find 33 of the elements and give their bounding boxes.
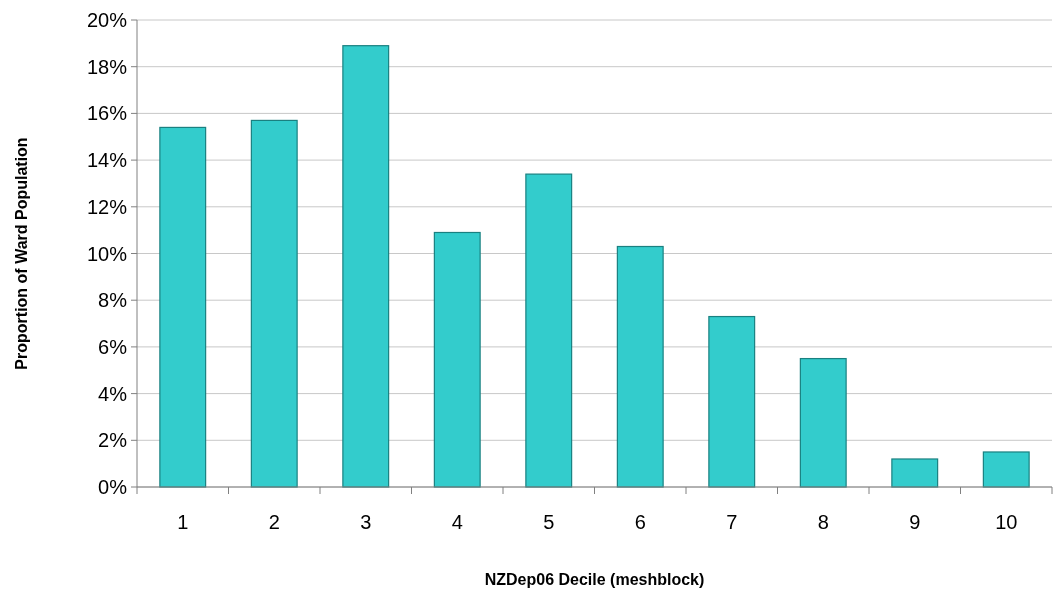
- bar: [250, 119, 298, 488]
- bar: [891, 458, 939, 488]
- bar: [342, 45, 390, 488]
- x-tick-label: 3: [360, 511, 372, 533]
- x-tick-label: 1: [177, 511, 189, 533]
- y-tick-label: 14%: [86, 149, 128, 172]
- bar: [982, 451, 1030, 488]
- bar: [525, 173, 573, 488]
- x-axis-title: NZDep06 Decile (meshblock): [484, 571, 705, 588]
- x-tick-label: 9: [909, 511, 921, 533]
- y-tick-label: 12%: [86, 195, 128, 218]
- x-tick-label: 8: [817, 511, 829, 533]
- y-tick-label: 6%: [98, 335, 128, 358]
- y-tick-label: 8%: [98, 289, 128, 312]
- y-axis-title: Proportion of Ward Population: [13, 137, 30, 370]
- bar: [159, 126, 207, 488]
- x-tick-label: 5: [543, 511, 555, 533]
- bar: [799, 357, 847, 488]
- bar: [433, 231, 481, 488]
- x-tick-label: 2: [268, 511, 280, 533]
- x-tick-label: 6: [634, 511, 646, 533]
- bar: [616, 245, 664, 488]
- y-tick-label: 4%: [98, 382, 128, 405]
- x-tick-label: 10: [995, 511, 1018, 533]
- y-tick-label: 20%: [86, 9, 128, 31]
- y-tick-label: 16%: [86, 102, 128, 125]
- y-tick-label: 0%: [98, 476, 128, 498]
- y-tick-label: 2%: [98, 429, 128, 452]
- y-tick-label: 18%: [86, 55, 128, 78]
- bar: [708, 315, 756, 488]
- y-tick-label: 10%: [86, 242, 128, 265]
- x-tick-label: 7: [726, 511, 738, 533]
- x-tick-label: 4: [451, 511, 463, 533]
